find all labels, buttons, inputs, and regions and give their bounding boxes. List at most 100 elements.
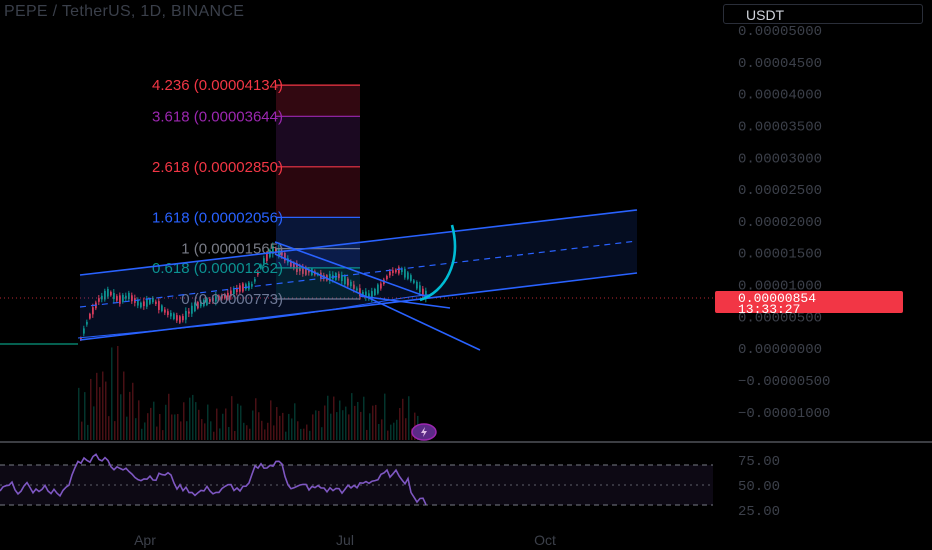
volume-bar [309,430,311,440]
candle-body [389,271,391,276]
candle-body [170,312,172,317]
candle-body [191,305,193,314]
candle-body [392,270,394,273]
candle-body [410,275,412,281]
channel-lower-line[interactable] [79,272,638,341]
candle-body [131,295,133,302]
candle-body [80,337,82,340]
candle-body [107,288,109,297]
volume-bar [408,396,410,440]
volume-bar [198,409,200,440]
candle-body [143,301,145,307]
current-price-countdown: 13:33:27 [738,302,800,317]
candle-body [266,253,268,261]
candle-body [155,301,157,304]
candle-body [98,298,100,302]
candle-body [401,269,403,273]
candle-body [293,262,295,269]
falling-wedge-lower-line[interactable] [274,253,481,351]
candle-body [128,292,130,300]
falling-wedge-upper-line[interactable] [274,241,431,299]
candle-body [188,311,190,314]
time-axis[interactable]: Apr Jul Oct [134,532,556,548]
volume-bar [279,415,281,440]
candle-body [242,283,244,292]
candle-body [398,267,400,274]
fib-level-label-2.618: 2.618 (0.00002850) [152,159,283,176]
price-axis-tick-label: 0.00003000 [738,151,822,167]
parallel-channel[interactable] [79,209,638,351]
price-axis-tick-label: 0.00003500 [738,119,822,135]
volume-bar [342,410,344,440]
candle-body [185,310,187,320]
current-price-value: 0.00000854 [738,291,816,306]
volume-bar [213,431,215,440]
volume-bar [405,418,407,440]
volume-bar [186,421,188,440]
currency-button[interactable]: USDT [723,4,923,24]
candle-body [203,299,205,306]
volume-bar [285,431,287,440]
symbol-title: PEPE / TetherUS, 1D, BINANCE [4,3,245,20]
fibonacci-extension[interactable]: 4.236 (0.00004134) 3.618 (0.00003644) 2.61… [152,77,360,308]
fib-level-label-0.618: 0.618 (0.00001262) [152,260,283,277]
candle-body [83,328,85,334]
channel-midline[interactable] [79,240,638,308]
volume-bar [381,419,383,440]
volume-bar [249,428,251,440]
candle-body [353,284,355,289]
volume-bar [399,408,401,440]
volume-bar [204,423,206,440]
volume-bar [78,387,80,440]
curve-arc-drawing[interactable] [419,224,457,302]
volume-bar [138,400,140,440]
candle-body [158,301,160,310]
candle-body [89,313,91,319]
volume-bar [156,426,158,440]
volume-bar [189,397,191,440]
candle-body [206,298,208,306]
volume-bar [240,405,242,440]
volume-bar [312,414,314,440]
candle-body [404,268,406,278]
candle-body [305,266,307,275]
volume-bar [363,396,365,440]
candle-body [299,267,301,272]
candle-body [122,294,124,302]
volume-bar [99,387,101,440]
price-axis-tick-label: 0.00000000 [738,342,822,358]
candle-body [263,258,265,264]
rsi-line[interactable] [0,453,427,506]
rsi-pane[interactable] [0,453,713,506]
replay-button[interactable] [411,423,437,441]
rsi-axis-tick-label: 50.00 [738,479,780,495]
candle-body [239,285,241,292]
volume-bar [264,429,266,440]
volume-bar [180,421,182,440]
price-axis[interactable]: 0.00005000 0.00004500 0.00004000 0.00003500… [738,24,830,422]
volume-bar [252,410,254,440]
volume-bar [396,419,398,440]
candle-body [212,297,214,302]
volume-bar [273,425,275,440]
volume-bar [303,428,305,440]
support-line[interactable] [359,295,451,309]
candle-body [182,316,184,321]
volume-bar [339,400,341,440]
candle-body [359,288,361,297]
volume-bar [291,418,293,440]
volume-bar [330,413,332,440]
channel-upper-line[interactable] [79,209,638,276]
volume-bar [243,422,245,440]
candle-body [113,292,115,300]
volume-bar [255,398,257,440]
volume-bar [345,406,347,440]
candle-body [227,292,229,298]
volume-bar [120,394,122,440]
volume-bar [372,405,374,440]
candle-body [284,253,286,261]
candle-body [173,313,175,319]
volume-bar [135,418,137,440]
volume-bar [237,403,239,440]
